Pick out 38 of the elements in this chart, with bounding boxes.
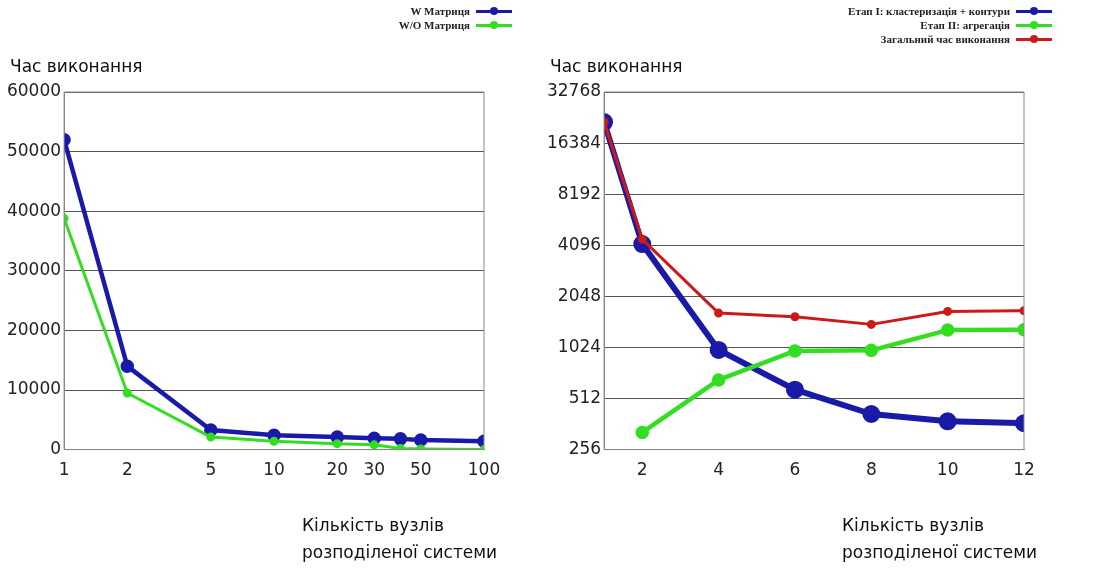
x-tick-label: 4	[713, 459, 725, 480]
y-tick-label: 1024	[557, 335, 602, 356]
x-tick-label: 10	[936, 459, 959, 480]
x-tick-label: 30	[363, 459, 386, 480]
y-tick-label: 50000	[6, 140, 62, 161]
x-tick-label: 2	[121, 459, 133, 480]
x-axis-title: Кількість вузлів розподіленої системи	[302, 514, 499, 564]
y-tick-label: 16384	[546, 131, 602, 152]
y-axis-title: Час виконання	[10, 56, 143, 76]
y-tick-label: 30000	[6, 259, 62, 280]
y-tick-label: 4096	[557, 233, 602, 254]
y-tick-label: 60000	[6, 80, 62, 101]
y-tick-label: 0	[50, 438, 62, 459]
y-tick-label: 20000	[6, 318, 62, 339]
legend-label: W Матриця	[410, 5, 470, 17]
y-tick-label: 512	[568, 386, 602, 407]
x-tick-label: 12	[1013, 459, 1035, 480]
x-tick-label: 50	[409, 459, 432, 480]
y-axis-title: Час виконання	[550, 56, 683, 76]
legend-label: W/O Матриця	[398, 19, 470, 31]
x-tick-label: 100	[467, 459, 501, 480]
y-tick-label: 2048	[557, 284, 602, 305]
x-tick-label: 6	[789, 459, 801, 480]
x-axis-title: Кількість вузлів розподіленої системи	[842, 514, 1039, 564]
y-tick-label: 40000	[6, 199, 62, 220]
x-tick-label: 8	[865, 459, 877, 480]
y-tick-label: 10000	[6, 378, 62, 399]
y-tick-label: 256	[568, 438, 602, 459]
x-tick-label: 1	[58, 459, 70, 480]
x-tick-label: 20	[326, 459, 349, 480]
y-tick-label: 32768	[546, 80, 602, 101]
y-tick-label: 8192	[557, 182, 602, 203]
x-tick-label: 5	[205, 459, 217, 480]
x-tick-label: 10	[263, 459, 285, 480]
legend-label: Етап ІІ: агрегація	[920, 19, 1010, 31]
x-tick-label: 2	[636, 459, 648, 480]
legend-label: Етап І: кластеризація + контури	[848, 5, 1010, 17]
legend-label: Загальний час виконання	[880, 33, 1010, 45]
